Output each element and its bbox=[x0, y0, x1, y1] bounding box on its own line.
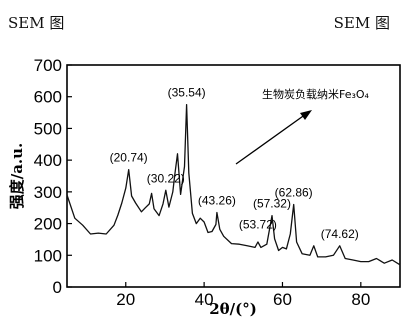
annotation-arrow-head bbox=[300, 110, 312, 120]
plot-area-frame bbox=[66, 64, 401, 288]
y-tick-label: 300 bbox=[34, 183, 62, 202]
peak-label: (74.62) bbox=[321, 227, 359, 241]
y-tick-label: 0 bbox=[53, 278, 62, 297]
peak-label: (43.26) bbox=[198, 193, 236, 207]
header-left-label: SEM 图 bbox=[8, 14, 65, 32]
peak-label: (53.72) bbox=[239, 217, 277, 231]
x-tick-label: 20 bbox=[116, 290, 135, 309]
annotation-text: 生物炭负载纳米Fe₃O₄ bbox=[262, 87, 370, 101]
peak-labels: (20.74) (30.22) (35.54) (43.26)(53.72) (57.3… bbox=[110, 86, 359, 241]
peak-label: (20.74) bbox=[110, 151, 148, 165]
annotation-arrow bbox=[235, 113, 307, 165]
peak-label: (57.32) bbox=[253, 197, 291, 211]
x-tick-label: 60 bbox=[273, 290, 292, 309]
y-tick-label: 600 bbox=[34, 88, 62, 107]
header-right-label: SEM 图 bbox=[333, 14, 390, 32]
y-axis-label: 强度/a.u. bbox=[8, 143, 26, 210]
peak-label: (35.54) bbox=[168, 86, 206, 100]
x-axis-ticks: 20 40 60 80 bbox=[116, 282, 370, 309]
peak-label: (62.86) bbox=[275, 186, 313, 200]
peak-label: (30.22) bbox=[147, 171, 185, 185]
x-axis-label: 2θ/(°) bbox=[209, 300, 257, 318]
x-tick-label: 40 bbox=[195, 290, 214, 309]
y-tick-label: 100 bbox=[34, 246, 62, 265]
y-tick-label: 200 bbox=[34, 215, 62, 234]
series-line bbox=[66, 103, 401, 266]
y-axis-ticks: 0 100 200 300 400 500 600 700 bbox=[34, 56, 72, 297]
y-tick-label: 500 bbox=[34, 119, 62, 138]
y-tick-label: 400 bbox=[34, 151, 62, 170]
x-tick-label: 80 bbox=[351, 290, 370, 309]
y-tick-label: 700 bbox=[34, 56, 62, 75]
